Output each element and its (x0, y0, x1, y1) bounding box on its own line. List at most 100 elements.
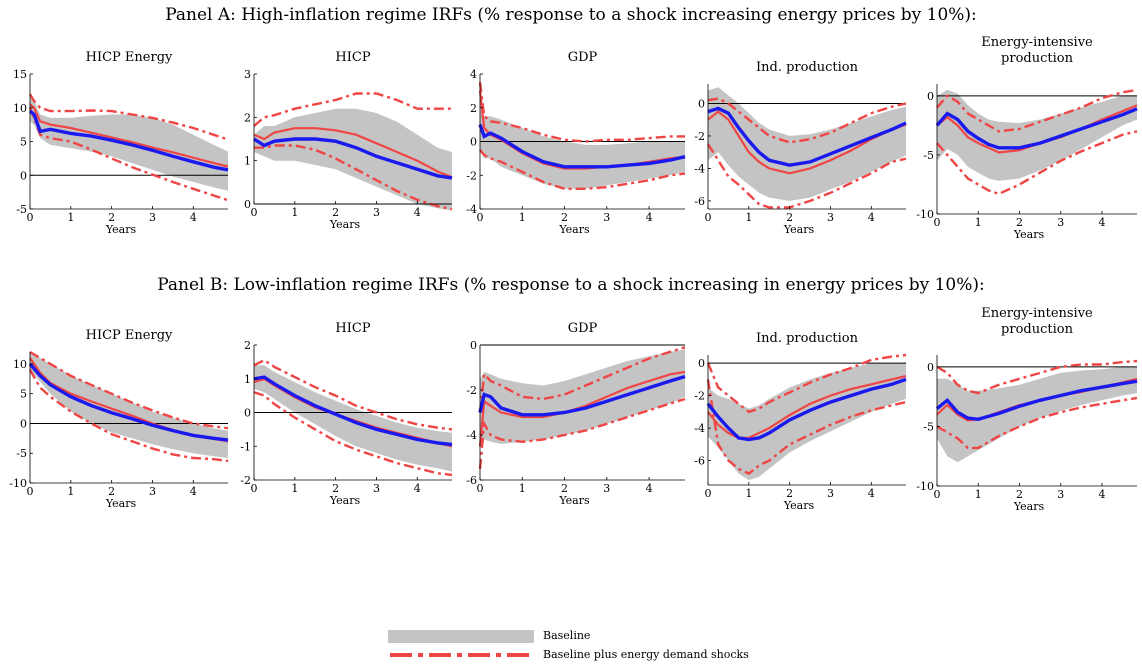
y-tick-label: 2 (244, 339, 251, 352)
y-tick-label: -5 (16, 203, 27, 216)
y-tick-label: -1 (240, 440, 251, 453)
baseline-median-line (478, 124, 686, 169)
x-tick-label: 4 (868, 211, 875, 224)
baseline-band (30, 352, 228, 458)
x-tick-label: 4 (414, 482, 421, 495)
demand-upper-line (478, 82, 685, 143)
y-tick-label: 0 (470, 339, 477, 352)
y-tick-label: -6 (466, 474, 477, 487)
x-axis-label: Years (558, 223, 590, 236)
y-tick-label: -5 (923, 149, 934, 162)
x-tick-label: 0 (477, 211, 484, 224)
baseline-band (480, 349, 685, 447)
subplot-9: Ind. production -6 -4 -2 0 0 1 2 3 4 Years (694, 331, 907, 512)
demand-upper-line (707, 97, 907, 144)
demand-upper-line (253, 358, 453, 431)
x-tick-label: 2 (108, 485, 115, 498)
subplot-2: HICP 0 1 2 3 0 1 2 3 4 Years (244, 50, 453, 231)
y-tick-label: 0 (20, 417, 27, 430)
demand-lower-line (479, 149, 686, 190)
x-tick-label: 4 (646, 482, 653, 495)
x-tick-label: 1 (519, 211, 526, 224)
demand-median-line (707, 110, 907, 175)
subplot-title: HICP Energy (86, 328, 173, 343)
subplot-title-line1: Energy-intensive (981, 35, 1093, 50)
baseline-median-line (707, 106, 907, 167)
subplot-4: Ind. production -6 -4 -2 0 0 1 2 3 4 Years (694, 60, 907, 236)
y-tick-label: 0 (927, 361, 934, 374)
x-tick-label: 2 (786, 487, 793, 500)
x-tick-label: 3 (373, 482, 380, 495)
y-tick-label: 0 (244, 198, 251, 211)
legend-baseline-label: Baseline (543, 629, 591, 642)
x-tick-label: 1 (975, 488, 982, 501)
y-tick-label: 0 (927, 90, 934, 103)
x-tick-label: 1 (291, 206, 298, 219)
legend-demand-label: Baseline plus energy demand shocks (543, 648, 749, 661)
x-axis-label: Years (783, 499, 815, 512)
x-axis-label: Years (105, 497, 137, 510)
legend-band-swatch (388, 630, 534, 643)
baseline-band (254, 365, 452, 472)
demand-median-line (707, 375, 907, 439)
x-tick-label: 0 (251, 206, 258, 219)
x-tick-label: 1 (745, 487, 752, 500)
subplot-title: GDP (568, 321, 598, 336)
demand-upper-line (936, 88, 1138, 133)
x-axis-label: Years (329, 494, 361, 507)
legend: Baseline Baseline plus energy demand sho… (388, 628, 808, 668)
demand-lower-line (706, 143, 907, 209)
x-tick-label: 0 (934, 216, 941, 229)
subplot-title: Ind. production (756, 331, 859, 346)
panel-b-title: Panel B: Low-inflation regime IRFs (% re… (157, 275, 985, 295)
baseline-band (708, 87, 906, 201)
y-tick-label: 3 (244, 68, 251, 81)
demand-upper-line (936, 359, 1138, 395)
subplot-title-line2: production (1001, 51, 1074, 66)
baseline-median-line (253, 137, 453, 180)
x-tick-label: 2 (561, 482, 568, 495)
y-tick-label: 0 (20, 169, 27, 182)
x-tick-label: 3 (603, 211, 610, 224)
demand-lower-line (936, 396, 1138, 450)
demand-upper-line (28, 93, 229, 141)
y-tick-label: 1 (244, 155, 251, 168)
x-tick-label: 0 (27, 485, 34, 498)
x-tick-label: 0 (705, 211, 712, 224)
subplot-title: HICP (335, 321, 370, 336)
y-tick-label: -6 (694, 195, 705, 208)
x-tick-label: 2 (1016, 216, 1023, 229)
x-tick-label: 4 (190, 211, 197, 224)
subplot-title: HICP Energy (86, 50, 173, 65)
demand-median-line (29, 103, 229, 168)
y-tick-label: 1 (244, 373, 251, 386)
x-tick-label: 3 (1057, 216, 1064, 229)
x-tick-label: 3 (827, 211, 834, 224)
y-tick-label: -2 (694, 130, 705, 143)
x-tick-label: 3 (603, 482, 610, 495)
x-tick-label: 4 (414, 206, 421, 219)
baseline-band (937, 89, 1137, 181)
panel-a-title: Panel A: High-inflation regime IRFs (% r… (165, 5, 977, 25)
y-tick-label: -4 (694, 162, 705, 175)
subplot-7: HICP -2 -1 0 1 2 0 1 2 3 4 Years (240, 321, 453, 507)
baseline-median-line (478, 374, 686, 417)
x-tick-label: 4 (646, 211, 653, 224)
x-tick-label: 3 (827, 487, 834, 500)
demand-lower-line (28, 107, 229, 202)
y-tick-label: 5 (20, 388, 27, 401)
x-tick-label: 3 (373, 206, 380, 219)
demand-lower-line (478, 397, 686, 469)
subplot-6: HICP Energy -10 -5 0 5 10 0 1 2 3 4 Years (9, 328, 229, 510)
subplot-title: HICP (335, 50, 370, 65)
x-axis-label: Years (105, 223, 137, 236)
y-tick-label: 4 (470, 68, 477, 81)
y-tick-label: -2 (466, 384, 477, 397)
x-tick-label: 0 (934, 488, 941, 501)
y-tick-label: -10 (916, 208, 934, 221)
demand-lower-line (28, 369, 229, 463)
subplot-title-line2: production (1001, 322, 1074, 337)
